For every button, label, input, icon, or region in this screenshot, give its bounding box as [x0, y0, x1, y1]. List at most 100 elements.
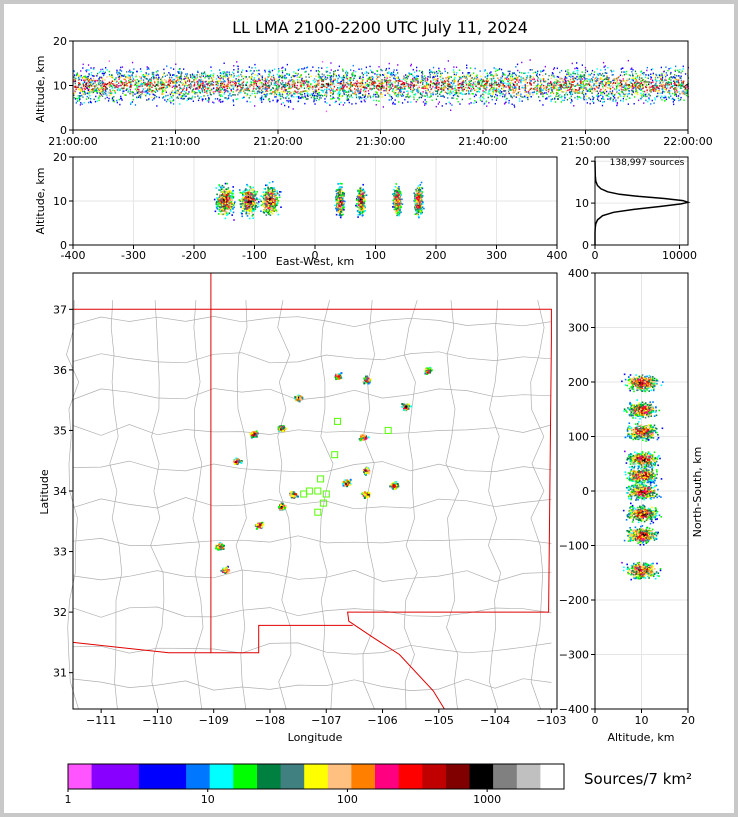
source-point: [226, 87, 228, 90]
source-point: [233, 104, 235, 106]
source-point: [556, 86, 559, 89]
source-point: [524, 88, 526, 90]
source-point: [149, 78, 151, 80]
source-point: [540, 92, 542, 94]
source-point: [650, 103, 652, 105]
source-point: [386, 72, 389, 74]
source-point: [536, 85, 538, 87]
source-point: [217, 87, 219, 90]
source-point: [508, 102, 510, 104]
source-point: [443, 80, 446, 82]
source-point: [175, 92, 177, 94]
source-point: [504, 94, 506, 96]
source-point: [343, 76, 345, 79]
source-point: [472, 86, 474, 88]
source-point: [220, 72, 222, 75]
source-point: [442, 82, 444, 84]
source-point: [269, 71, 271, 73]
source-point: [238, 85, 240, 87]
source-point: [569, 91, 572, 93]
source-point: [677, 80, 679, 82]
source-point: [317, 80, 319, 82]
source-point: [154, 85, 156, 87]
source-point: [406, 75, 409, 77]
source-point: [585, 98, 587, 101]
source-point: [589, 84, 592, 86]
source-point: [471, 85, 473, 87]
source-point: [330, 87, 333, 90]
source-point: [306, 66, 309, 68]
source-point: [642, 90, 644, 93]
source-point: [261, 101, 263, 103]
source-point: [576, 72, 579, 74]
source-point: [88, 88, 90, 91]
source-point: [673, 76, 675, 79]
source-point: [572, 89, 574, 91]
source-point: [507, 90, 510, 93]
source-point: [226, 73, 228, 76]
source-point: [489, 90, 491, 92]
source-point: [103, 74, 105, 77]
source-point: [78, 76, 80, 79]
source-point: [491, 87, 494, 90]
source-point: [666, 82, 669, 85]
source-point: [285, 83, 288, 85]
source-point: [361, 96, 363, 99]
source-point: [193, 88, 195, 90]
source-point: [178, 84, 180, 86]
source-point: [203, 83, 205, 86]
source-point: [594, 88, 596, 90]
source-point: [104, 97, 106, 100]
source-point: [209, 89, 211, 92]
source-point: [91, 83, 93, 85]
source-point: [656, 80, 658, 82]
source-point: [316, 93, 319, 95]
source-point: [84, 88, 86, 90]
source-point: [168, 81, 170, 83]
source-point: [317, 94, 319, 96]
source-point: [188, 84, 190, 86]
source-point: [635, 79, 637, 82]
source-point: [234, 82, 236, 85]
source-point: [425, 92, 427, 94]
source-point: [513, 84, 515, 87]
source-point: [553, 86, 556, 88]
source-point: [637, 99, 640, 102]
source-point: [341, 86, 343, 89]
source-point: [113, 80, 115, 82]
source-point: [109, 94, 111, 97]
source-point: [364, 93, 367, 96]
source-point: [128, 70, 130, 73]
source-point: [507, 80, 509, 82]
source-point: [266, 94, 268, 96]
source-point: [399, 80, 401, 82]
source-point: [487, 93, 489, 95]
source-point: [483, 90, 486, 93]
source-point: [609, 98, 611, 101]
source-point: [391, 82, 393, 84]
source-point: [438, 67, 440, 70]
source-point: [542, 70, 544, 72]
source-point: [511, 75, 514, 78]
source-point: [176, 75, 178, 77]
source-point: [270, 83, 272, 85]
source-point: [163, 68, 165, 71]
source-point: [232, 91, 234, 93]
source-point: [491, 98, 493, 101]
source-point: [488, 84, 491, 86]
source-point: [260, 92, 263, 94]
source-point: [217, 92, 220, 94]
source-point: [349, 87, 351, 89]
source-point: [291, 83, 293, 86]
source-point: [557, 94, 559, 97]
source-point: [142, 83, 145, 85]
source-point: [206, 86, 209, 88]
source-point: [219, 69, 221, 71]
source-point: [479, 88, 481, 91]
source-point: [305, 98, 307, 100]
source-point: [619, 93, 621, 96]
source-point: [648, 86, 651, 88]
source-point: [112, 89, 114, 92]
source-point: [201, 89, 203, 91]
source-point: [115, 77, 117, 79]
